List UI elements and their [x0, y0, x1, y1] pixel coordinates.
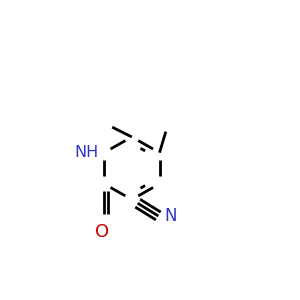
Text: NH: NH: [74, 145, 98, 160]
Text: N: N: [164, 207, 177, 225]
Text: O: O: [95, 223, 109, 241]
